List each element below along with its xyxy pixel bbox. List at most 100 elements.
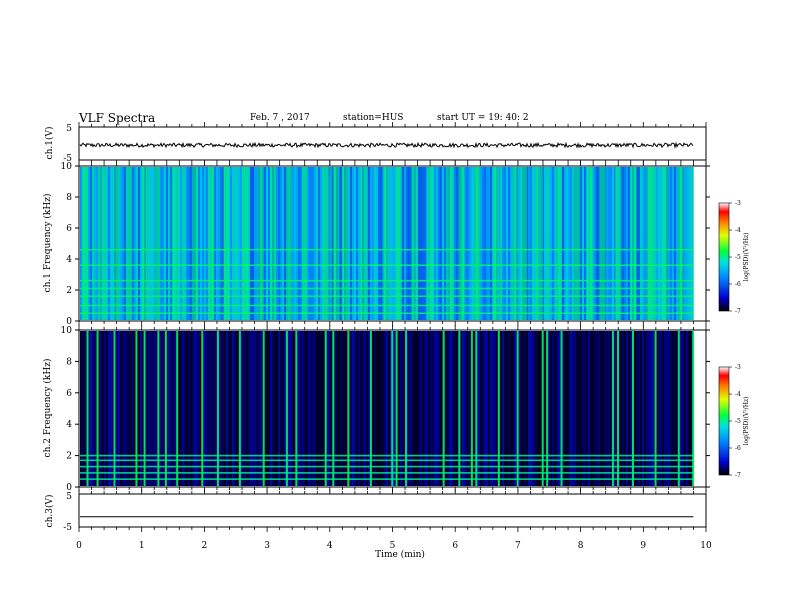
spectrogram-column (506, 167, 508, 320)
spectrogram-column (640, 331, 642, 486)
spectrogram-column (342, 331, 344, 486)
spectrogram-sferic (497, 331, 500, 486)
spectrogram-column (680, 331, 682, 486)
spectrogram-column (308, 167, 310, 320)
spectrogram-column (124, 167, 126, 320)
spectrogram-column (442, 167, 444, 320)
spectrogram-column (562, 331, 564, 486)
spectrogram-column (366, 331, 368, 486)
ch1-colorbar-label: log(PSD)(V²/Hz) (743, 233, 750, 282)
spectrogram-column (504, 331, 506, 486)
spectrogram-column (170, 167, 172, 320)
colorbar-tick-label: -7 (735, 308, 741, 315)
spectrogram-column (320, 167, 322, 320)
spectrogram-column (652, 167, 654, 320)
spectrogram-sferic (475, 331, 478, 486)
spectrogram-column (548, 167, 550, 320)
spectrogram-column (166, 167, 168, 320)
spectrogram-column (334, 331, 336, 486)
spectrogram-column (438, 167, 440, 320)
spectrogram-column (148, 167, 150, 320)
spectrogram-column (252, 167, 254, 320)
spectrogram-column (388, 331, 390, 486)
spectrogram-column (660, 167, 662, 320)
colorbar-tick-label: -6 (735, 281, 741, 288)
spectrogram-column (408, 331, 410, 486)
spectrogram-column (538, 331, 540, 486)
colorbar-tick-label: -6 (735, 445, 741, 452)
spectrogram-column (502, 167, 504, 320)
spectrogram-column (440, 331, 442, 486)
spectrogram-column (422, 167, 424, 320)
spectrogram-column (80, 167, 82, 320)
spectrogram-sferic (97, 167, 104, 320)
spectrogram-sferic (546, 331, 549, 486)
spectrogram-sferic (646, 167, 653, 320)
spectrogram-column (466, 331, 468, 486)
spectrogram-column (662, 331, 664, 486)
spectrogram-column (484, 167, 486, 320)
spectrogram-sferic (207, 167, 214, 320)
spectrogram-column (432, 331, 434, 486)
spectrogram-sferic (342, 167, 349, 320)
spectrogram-column (434, 167, 436, 320)
spectrogram-column (266, 167, 268, 320)
spectrogram-sferic (445, 167, 452, 320)
spectrogram-column (556, 331, 558, 486)
spectrogram-sferic (405, 331, 408, 486)
spectrogram-column (418, 331, 420, 486)
spectrogram-column (382, 167, 384, 320)
spectrogram-column (594, 331, 596, 486)
spectrogram-column (390, 331, 392, 486)
spectrogram-column (552, 331, 554, 486)
spectrogram-column (452, 331, 454, 486)
spectrogram-column (102, 331, 104, 486)
spectrogram-column (184, 167, 186, 320)
spectrogram-column (254, 167, 256, 320)
spectrogram-column (588, 331, 590, 486)
spectrogram-column (166, 331, 168, 486)
spectrogram-column (344, 331, 346, 486)
spectrogram-sferic (135, 331, 138, 486)
spectrogram-column (546, 167, 548, 320)
spectrogram-column (378, 167, 380, 320)
ch2-spec-ylabel: ch.2 Frequency (kHz) (42, 359, 53, 458)
spectrogram-sferic (630, 167, 637, 320)
xtick-label: 3 (264, 541, 270, 551)
spectrogram-column (292, 167, 294, 320)
spectrogram-column (292, 331, 294, 486)
xtick-label: 0 (76, 541, 82, 551)
spectrogram-sferic (285, 167, 292, 320)
spectrogram-column (436, 331, 438, 486)
spectrogram-column (372, 167, 374, 320)
spectrogram-column (338, 167, 340, 320)
spectrogram-column (424, 167, 426, 320)
spectrogram-column (638, 167, 640, 320)
ytick-label: 0 (66, 317, 72, 327)
spectrogram-column (224, 331, 226, 486)
spectrogram-column (496, 331, 498, 486)
spectrogram-column (110, 167, 112, 320)
spectrogram-column (238, 167, 240, 320)
spectrogram-band (80, 459, 694, 462)
spectrogram-column (172, 331, 174, 486)
spectrogram-column (620, 331, 622, 486)
spectrogram-column (96, 167, 98, 320)
spectrogram-column (686, 167, 688, 320)
spectrogram-column (326, 331, 328, 486)
spectrogram-column (312, 167, 314, 320)
spectrogram-column (276, 167, 278, 320)
spectrogram-column (278, 167, 280, 320)
spectrogram-column (666, 331, 668, 486)
spectrogram-column (132, 167, 134, 320)
spectrogram-column (354, 167, 356, 320)
spectrogram-column (670, 331, 672, 486)
spectrogram-sferic (301, 167, 308, 320)
spectrogram-column (236, 167, 238, 320)
spectrogram-column (468, 167, 470, 320)
spectrogram-column (160, 167, 162, 320)
spectrogram-column (558, 331, 560, 486)
ch1-ytick-top: 5 (66, 124, 72, 134)
spectrogram-column (548, 331, 550, 486)
ytick-label: 10 (61, 162, 73, 172)
